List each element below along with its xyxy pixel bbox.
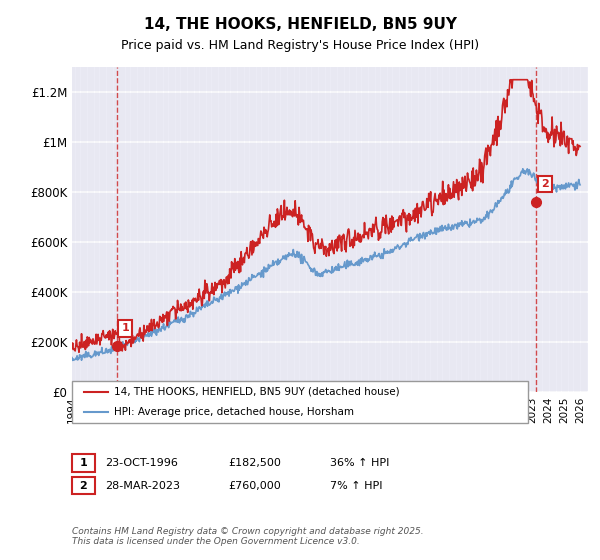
Text: 14, THE HOOKS, HENFIELD, BN5 9UY: 14, THE HOOKS, HENFIELD, BN5 9UY (143, 17, 457, 32)
Text: Contains HM Land Registry data © Crown copyright and database right 2025.
This d: Contains HM Land Registry data © Crown c… (72, 526, 424, 546)
Text: 2: 2 (80, 480, 87, 491)
Text: 1: 1 (80, 458, 87, 468)
Text: 28-MAR-2023: 28-MAR-2023 (105, 480, 180, 491)
Text: 36% ↑ HPI: 36% ↑ HPI (330, 458, 389, 468)
Text: 1: 1 (121, 324, 129, 333)
Text: £182,500: £182,500 (228, 458, 281, 468)
Text: Price paid vs. HM Land Registry's House Price Index (HPI): Price paid vs. HM Land Registry's House … (121, 39, 479, 52)
Text: 2: 2 (541, 179, 549, 189)
Text: 14, THE HOOKS, HENFIELD, BN5 9UY (detached house): 14, THE HOOKS, HENFIELD, BN5 9UY (detach… (114, 387, 400, 397)
Text: £760,000: £760,000 (228, 480, 281, 491)
Text: 23-OCT-1996: 23-OCT-1996 (105, 458, 178, 468)
Text: 7% ↑ HPI: 7% ↑ HPI (330, 480, 383, 491)
Text: HPI: Average price, detached house, Horsham: HPI: Average price, detached house, Hors… (114, 407, 354, 417)
